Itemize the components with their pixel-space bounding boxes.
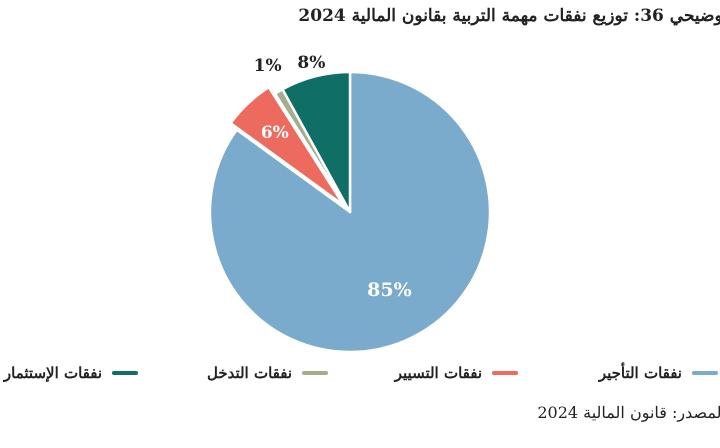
pie-slice-investment	[281, 70, 352, 214]
pie-slice-operating	[229, 85, 346, 207]
legend-label-rent: نفقات التأجير	[598, 364, 682, 382]
data-label-rent: 85%	[367, 279, 412, 301]
data-label-operating: 6%	[261, 123, 289, 143]
data-label-investment: 8%	[297, 53, 325, 73]
legend-swatch-investment	[112, 371, 138, 375]
legend-label-operating: نفقات التسيير	[394, 364, 482, 382]
legend-item-operating: نفقات التسيير	[395, 361, 518, 385]
legend-swatch-rent	[692, 371, 718, 375]
legend-item-intervention: نفقات التدخل	[207, 361, 328, 385]
legend-item-investment: نفقات الإستثمار	[4, 361, 138, 385]
legend: نفقات التأجير نفقات التسيير نفقات التدخل…	[0, 361, 720, 385]
chart-title: توضيحي 36: توزيع نفقات مهمة التربية بقان…	[298, 6, 720, 26]
legend-item-rent: نفقات التأجير	[599, 361, 718, 385]
legend-swatch-operating	[492, 371, 518, 375]
legend-label-investment: نفقات الإستثمار	[3, 364, 102, 382]
data-label-intervention: 1%	[254, 56, 282, 76]
legend-swatch-intervention	[302, 371, 328, 375]
legend-label-intervention: نفقات التدخل	[206, 364, 292, 382]
source-note: المصدر: قانون المالية 2024	[537, 403, 720, 422]
